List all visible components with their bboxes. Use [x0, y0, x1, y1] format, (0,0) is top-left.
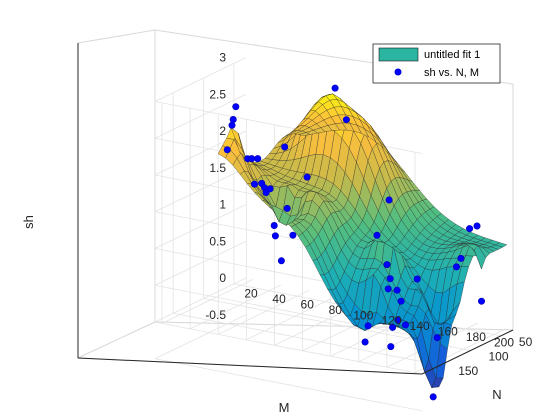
data-point — [386, 275, 394, 283]
data-point — [248, 155, 256, 163]
y-tick-label: 100 — [489, 350, 509, 364]
grid-line-x — [189, 284, 282, 330]
x-tick-label: 100 — [353, 308, 373, 322]
data-point — [389, 323, 397, 331]
legend-label-surface: untitled fit 1 — [424, 49, 480, 61]
data-point — [232, 103, 240, 111]
data-point — [413, 275, 421, 283]
data-point — [271, 232, 279, 240]
z-tick-label: 1 — [219, 198, 226, 212]
axes-lines — [77, 43, 514, 375]
legend-label-points: sh vs. N, M — [424, 67, 479, 79]
surface-patch — [494, 242, 508, 248]
data-point — [331, 84, 339, 92]
x-tick-label: 180 — [466, 330, 486, 344]
data-point — [228, 121, 236, 129]
grid-line-z — [154, 321, 423, 375]
grid-line-z — [154, 57, 247, 102]
grid-line-z — [154, 240, 247, 286]
data-point — [457, 254, 465, 262]
data-point — [361, 338, 369, 346]
data-point — [433, 334, 441, 342]
data-point — [270, 222, 278, 230]
data-points — [223, 84, 485, 401]
data-point — [383, 261, 391, 269]
y-tick-label: 50 — [519, 335, 533, 349]
data-point — [283, 204, 291, 212]
data-point — [385, 196, 393, 204]
x-tick-label: 160 — [438, 325, 458, 339]
x-axis-label: M — [279, 400, 290, 415]
grid-line-z — [154, 93, 247, 139]
legend: untitled fit 1 sh vs. N, M — [372, 43, 501, 84]
grid-line-z — [154, 204, 247, 249]
grid-line-y — [173, 312, 441, 366]
y-axis-label: N — [492, 387, 501, 402]
z-tick-label: 3 — [219, 51, 226, 65]
data-point — [266, 185, 274, 193]
data-point — [401, 321, 409, 329]
data-point — [251, 180, 259, 188]
data-point — [342, 116, 350, 124]
data-point — [477, 297, 485, 305]
x-axis-line — [77, 357, 423, 375]
z-tick-label: 0.5 — [209, 234, 226, 248]
x-tick-label: 60 — [301, 297, 315, 311]
data-point — [452, 263, 460, 271]
data-point — [384, 285, 392, 293]
data-point — [373, 231, 381, 239]
back-wall-pane — [77, 29, 156, 359]
x-tick-label: 140 — [410, 319, 430, 333]
z-axis-label: sh — [21, 215, 36, 229]
z-tick-label: 1.5 — [209, 161, 226, 175]
grid-line-z — [154, 314, 247, 360]
z-tick-label: 2.5 — [209, 87, 226, 101]
z-tick-label: 2 — [219, 124, 226, 138]
data-point — [254, 155, 262, 163]
z-tick-label: 0 — [219, 271, 226, 285]
data-point — [387, 343, 395, 351]
data-point — [223, 146, 231, 154]
data-point — [393, 286, 401, 294]
legend-marker-points — [394, 68, 402, 76]
grid-line-x — [161, 279, 254, 324]
data-point — [289, 231, 297, 239]
data-point — [229, 116, 237, 124]
data-point — [473, 222, 481, 230]
data-point — [466, 225, 474, 233]
data-point — [429, 393, 437, 401]
x-tick-label: 120 — [382, 314, 402, 328]
y-tick-label: 150 — [458, 364, 478, 378]
x-tick-label: 40 — [272, 292, 286, 306]
x-tick-label: 200 — [494, 336, 514, 350]
data-point — [303, 173, 311, 181]
grid-line-x — [246, 295, 338, 341]
grid-line-x — [218, 289, 310, 335]
tick-labels: -0.5 0 0.5 1 1.5 2 2.5 3 20 40 60 80 100 120 140 160 180… — [205, 51, 532, 379]
data-point — [277, 257, 285, 265]
x-tick-label: 80 — [329, 303, 343, 317]
data-point — [281, 143, 289, 151]
y-axis-line — [421, 329, 514, 375]
legend-swatch-surface — [378, 47, 419, 62]
grid-line-z — [154, 277, 247, 323]
z-tick-label: -0.5 — [205, 308, 226, 322]
grid-line-z — [154, 358, 423, 412]
data-point — [397, 297, 405, 305]
data-point — [394, 316, 402, 324]
fitted-surface — [217, 93, 508, 389]
grid-line-z — [154, 167, 247, 213]
x-tick-label: 20 — [244, 286, 258, 300]
grid-line-z — [154, 284, 423, 338]
data-point — [364, 322, 372, 330]
